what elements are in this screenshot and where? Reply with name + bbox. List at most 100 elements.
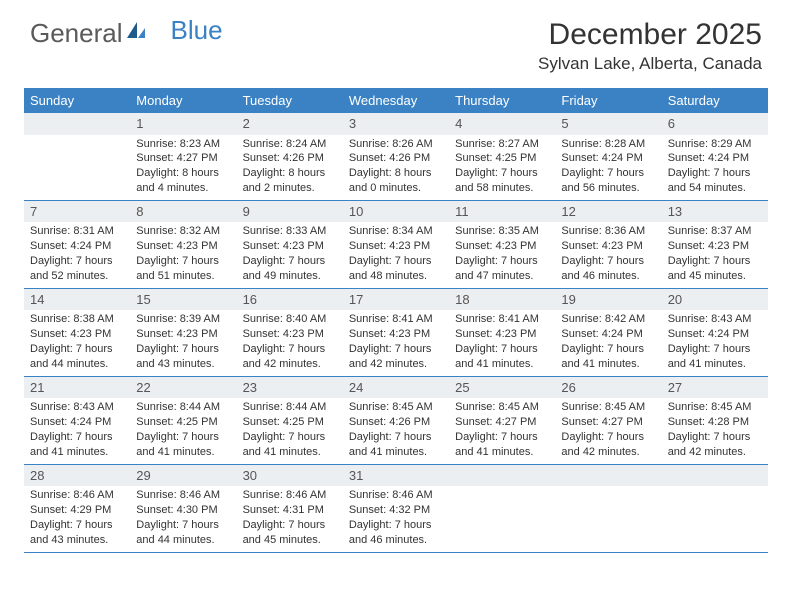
- sunrise-text: Sunrise: 8:45 AM: [668, 400, 762, 415]
- day-header: Thursday: [449, 88, 555, 113]
- calendar-cell: [662, 464, 768, 552]
- logo-text-general: General: [30, 18, 123, 49]
- sunset-text: Sunset: 4:25 PM: [455, 151, 549, 166]
- sunset-text: Sunset: 4:23 PM: [455, 239, 549, 254]
- day-number: 12: [555, 201, 661, 223]
- calendar-week-row: 21Sunrise: 8:43 AMSunset: 4:24 PMDayligh…: [24, 376, 768, 464]
- day-data: Sunrise: 8:46 AMSunset: 4:30 PMDaylight:…: [130, 486, 236, 551]
- day-data: Sunrise: 8:44 AMSunset: 4:25 PMDaylight:…: [237, 398, 343, 463]
- sunset-text: Sunset: 4:26 PM: [349, 151, 443, 166]
- logo-sail-icon: [125, 18, 147, 49]
- calendar-cell: 13Sunrise: 8:37 AMSunset: 4:23 PMDayligh…: [662, 200, 768, 288]
- calendar-cell: 26Sunrise: 8:45 AMSunset: 4:27 PMDayligh…: [555, 376, 661, 464]
- day-number: 29: [130, 465, 236, 487]
- day-data: Sunrise: 8:35 AMSunset: 4:23 PMDaylight:…: [449, 222, 555, 287]
- sunrise-text: Sunrise: 8:45 AM: [455, 400, 549, 415]
- daylight-text: Daylight: 7 hours and 45 minutes.: [243, 518, 337, 548]
- calendar-cell: 25Sunrise: 8:45 AMSunset: 4:27 PMDayligh…: [449, 376, 555, 464]
- calendar-cell: 30Sunrise: 8:46 AMSunset: 4:31 PMDayligh…: [237, 464, 343, 552]
- daylight-text: Daylight: 7 hours and 41 minutes.: [30, 430, 124, 460]
- calendar-cell: 18Sunrise: 8:41 AMSunset: 4:23 PMDayligh…: [449, 288, 555, 376]
- day-data: Sunrise: 8:42 AMSunset: 4:24 PMDaylight:…: [555, 310, 661, 375]
- day-number: [662, 465, 768, 487]
- calendar-cell: 5Sunrise: 8:28 AMSunset: 4:24 PMDaylight…: [555, 113, 661, 200]
- calendar-cell: 16Sunrise: 8:40 AMSunset: 4:23 PMDayligh…: [237, 288, 343, 376]
- sunrise-text: Sunrise: 8:46 AM: [30, 488, 124, 503]
- sunset-text: Sunset: 4:26 PM: [243, 151, 337, 166]
- sunset-text: Sunset: 4:23 PM: [455, 327, 549, 342]
- calendar-cell: 15Sunrise: 8:39 AMSunset: 4:23 PMDayligh…: [130, 288, 236, 376]
- day-number: 24: [343, 377, 449, 399]
- calendar-cell: 10Sunrise: 8:34 AMSunset: 4:23 PMDayligh…: [343, 200, 449, 288]
- sunrise-text: Sunrise: 8:36 AM: [561, 224, 655, 239]
- sunrise-text: Sunrise: 8:29 AM: [668, 137, 762, 152]
- sunset-text: Sunset: 4:24 PM: [668, 327, 762, 342]
- sunset-text: Sunset: 4:25 PM: [243, 415, 337, 430]
- day-number: 31: [343, 465, 449, 487]
- calendar-head: SundayMondayTuesdayWednesdayThursdayFrid…: [24, 88, 768, 113]
- day-number: 16: [237, 289, 343, 311]
- calendar-week-row: 7Sunrise: 8:31 AMSunset: 4:24 PMDaylight…: [24, 200, 768, 288]
- calendar-table: SundayMondayTuesdayWednesdayThursdayFrid…: [24, 88, 768, 553]
- calendar-body: 1Sunrise: 8:23 AMSunset: 4:27 PMDaylight…: [24, 113, 768, 552]
- day-number: 19: [555, 289, 661, 311]
- day-number: 28: [24, 465, 130, 487]
- calendar-cell: 9Sunrise: 8:33 AMSunset: 4:23 PMDaylight…: [237, 200, 343, 288]
- calendar-cell: 20Sunrise: 8:43 AMSunset: 4:24 PMDayligh…: [662, 288, 768, 376]
- sunrise-text: Sunrise: 8:37 AM: [668, 224, 762, 239]
- sunrise-text: Sunrise: 8:44 AM: [136, 400, 230, 415]
- daylight-text: Daylight: 7 hours and 42 minutes.: [561, 430, 655, 460]
- sunrise-text: Sunrise: 8:42 AM: [561, 312, 655, 327]
- daylight-text: Daylight: 7 hours and 42 minutes.: [349, 342, 443, 372]
- sunset-text: Sunset: 4:31 PM: [243, 503, 337, 518]
- location-subtitle: Sylvan Lake, Alberta, Canada: [538, 54, 762, 74]
- day-data: Sunrise: 8:29 AMSunset: 4:24 PMDaylight:…: [662, 135, 768, 200]
- sunrise-text: Sunrise: 8:46 AM: [243, 488, 337, 503]
- calendar-cell: 8Sunrise: 8:32 AMSunset: 4:23 PMDaylight…: [130, 200, 236, 288]
- sunset-text: Sunset: 4:24 PM: [668, 151, 762, 166]
- calendar-cell: [449, 464, 555, 552]
- daylight-text: Daylight: 8 hours and 4 minutes.: [136, 166, 230, 196]
- day-number: 8: [130, 201, 236, 223]
- day-number: [449, 465, 555, 487]
- day-header: Sunday: [24, 88, 130, 113]
- day-data: Sunrise: 8:34 AMSunset: 4:23 PMDaylight:…: [343, 222, 449, 287]
- day-data: Sunrise: 8:33 AMSunset: 4:23 PMDaylight:…: [237, 222, 343, 287]
- day-number: 23: [237, 377, 343, 399]
- daylight-text: Daylight: 7 hours and 58 minutes.: [455, 166, 549, 196]
- calendar-week-row: 28Sunrise: 8:46 AMSunset: 4:29 PMDayligh…: [24, 464, 768, 552]
- logo-text-blue: Blue: [171, 15, 223, 46]
- day-data: Sunrise: 8:45 AMSunset: 4:27 PMDaylight:…: [555, 398, 661, 463]
- daylight-text: Daylight: 7 hours and 41 minutes.: [243, 430, 337, 460]
- calendar-week-row: 1Sunrise: 8:23 AMSunset: 4:27 PMDaylight…: [24, 113, 768, 200]
- day-number: 10: [343, 201, 449, 223]
- day-number: [24, 113, 130, 135]
- daylight-text: Daylight: 7 hours and 47 minutes.: [455, 254, 549, 284]
- page-title: December 2025: [538, 18, 762, 52]
- day-data: Sunrise: 8:27 AMSunset: 4:25 PMDaylight:…: [449, 135, 555, 200]
- day-data: Sunrise: 8:38 AMSunset: 4:23 PMDaylight:…: [24, 310, 130, 375]
- sunrise-text: Sunrise: 8:43 AM: [30, 400, 124, 415]
- sunrise-text: Sunrise: 8:34 AM: [349, 224, 443, 239]
- calendar-cell: 22Sunrise: 8:44 AMSunset: 4:25 PMDayligh…: [130, 376, 236, 464]
- day-number: 17: [343, 289, 449, 311]
- sunrise-text: Sunrise: 8:35 AM: [455, 224, 549, 239]
- logo: General Blue: [30, 18, 223, 49]
- day-number: 15: [130, 289, 236, 311]
- sunset-text: Sunset: 4:24 PM: [30, 415, 124, 430]
- day-number: 14: [24, 289, 130, 311]
- day-data: Sunrise: 8:40 AMSunset: 4:23 PMDaylight:…: [237, 310, 343, 375]
- day-data: Sunrise: 8:28 AMSunset: 4:24 PMDaylight:…: [555, 135, 661, 200]
- calendar-cell: [24, 113, 130, 200]
- calendar-cell: 2Sunrise: 8:24 AMSunset: 4:26 PMDaylight…: [237, 113, 343, 200]
- sunset-text: Sunset: 4:23 PM: [136, 327, 230, 342]
- day-number: 3: [343, 113, 449, 135]
- sunset-text: Sunset: 4:24 PM: [561, 327, 655, 342]
- calendar-cell: 7Sunrise: 8:31 AMSunset: 4:24 PMDaylight…: [24, 200, 130, 288]
- day-data: Sunrise: 8:24 AMSunset: 4:26 PMDaylight:…: [237, 135, 343, 200]
- day-number: 4: [449, 113, 555, 135]
- day-data: Sunrise: 8:23 AMSunset: 4:27 PMDaylight:…: [130, 135, 236, 200]
- sunset-text: Sunset: 4:23 PM: [136, 239, 230, 254]
- sunrise-text: Sunrise: 8:31 AM: [30, 224, 124, 239]
- daylight-text: Daylight: 7 hours and 43 minutes.: [136, 342, 230, 372]
